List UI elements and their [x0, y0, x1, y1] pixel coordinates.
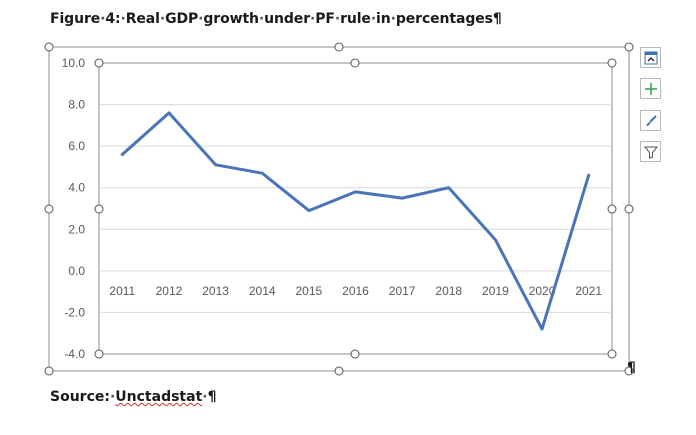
- chart-resize-handle[interactable]: [44, 366, 54, 376]
- chart-resize-handle[interactable]: [334, 366, 344, 376]
- x-tick-label: 2014: [249, 284, 276, 298]
- title-word: 4:: [105, 11, 121, 27]
- resize-handles[interactable]: [44, 42, 634, 376]
- x-axis-tick-labels: 2011 2012 2013 2014 2015 2016 2017 2018 2019 2020…: [109, 284, 602, 298]
- x-tick-label: 2013: [202, 284, 229, 298]
- y-tick-label: 0.0: [68, 264, 85, 278]
- brush-icon: [645, 114, 657, 126]
- plot-area-resize-handle[interactable]: [94, 204, 104, 214]
- chart-resize-handle[interactable]: [44, 42, 54, 52]
- y-tick-label: 4.0: [68, 181, 85, 195]
- plot-area-frame[interactable]: [98, 62, 613, 355]
- space-dot: ·: [100, 11, 106, 27]
- x-tick-label: 2020: [529, 284, 556, 298]
- x-tick-label: 2017: [389, 284, 416, 298]
- add-chart-element-button[interactable]: [640, 78, 661, 99]
- chart-resize-handle[interactable]: [624, 42, 634, 52]
- figure-title: Figure·4:·Real·GDP·growth·under·PF·rule·…: [50, 11, 502, 27]
- title-word: PF: [315, 11, 335, 27]
- plot-area-resize-handle[interactable]: [607, 349, 617, 359]
- y-tick-label: 6.0: [68, 139, 85, 153]
- x-tick-label: 2018: [435, 284, 462, 298]
- series-group: [120, 111, 591, 331]
- title-word: under: [264, 11, 310, 27]
- chart-styles-button[interactable]: [640, 110, 661, 131]
- title-word: Figure: [50, 11, 101, 27]
- source-line: Source:·Unctadstat·¶: [50, 389, 217, 405]
- x-tick-label: 2019: [482, 284, 509, 298]
- title-text: Figure·4:·Real·GDP·growth·under·PF·rule·…: [50, 11, 493, 27]
- x-tick-label: 2011: [109, 284, 135, 298]
- plus-icon: [644, 82, 657, 95]
- space-dot: ·: [370, 11, 377, 27]
- title-word: GDP: [165, 11, 199, 27]
- y-tick-label: 10.0: [62, 56, 86, 70]
- title-word: growth: [203, 11, 259, 27]
- plot-area-resize-handle[interactable]: [94, 349, 104, 359]
- chart-frame[interactable]: [48, 46, 630, 372]
- filter-icon: [643, 146, 658, 159]
- plot-area-resize-handle[interactable]: [607, 58, 617, 68]
- chart-filters-button[interactable]: [640, 141, 661, 162]
- space-dot: ·: [202, 389, 208, 405]
- y-tick-label: 2.0: [68, 222, 85, 236]
- space-dot: ·: [198, 11, 204, 27]
- x-tick-label: 2021: [575, 284, 602, 298]
- x-tick-label: 2016: [342, 284, 369, 298]
- y-tick-label: 8.0: [68, 98, 85, 112]
- space-dot: ·: [310, 11, 316, 27]
- plot-area-resize-handle[interactable]: [350, 349, 360, 359]
- chart-resize-handle[interactable]: [44, 204, 54, 214]
- chart-resize-handle[interactable]: [624, 366, 634, 376]
- x-tick-label: 2012: [156, 284, 183, 298]
- title-word: rule: [340, 11, 371, 27]
- y-tick-label: -4.0: [64, 347, 85, 361]
- chart-resize-handle[interactable]: [624, 204, 634, 214]
- space-dot: ·: [109, 389, 116, 405]
- space-dot: ·: [120, 11, 126, 27]
- space-dot: ·: [390, 11, 396, 27]
- space-dot: ·: [159, 11, 166, 27]
- y-axis-tick-labels: 10.0 8.0 6.0 4.0 2.0 0.0 -2.0 -4.0: [62, 56, 86, 361]
- title-word: percentages: [395, 11, 493, 27]
- chart-elements-layout-button[interactable]: [640, 47, 661, 68]
- paragraph-mark: ¶: [207, 389, 217, 405]
- gridlines: [99, 104, 612, 313]
- source-name: Unctadstat: [115, 389, 203, 405]
- plot-area-resize-handle[interactable]: [94, 58, 104, 68]
- title-word: Real: [125, 11, 160, 27]
- chart-elements-layout-icon: [644, 51, 657, 64]
- space-dot: ·: [334, 11, 341, 27]
- plot-area-resize-handle[interactable]: [607, 204, 617, 214]
- y-tick-label: -2.0: [64, 305, 85, 319]
- space-dot: ·: [258, 11, 265, 27]
- source-label: Source:: [50, 389, 110, 405]
- end-paragraph-mark: ¶: [627, 360, 636, 376]
- chart-resize-handle[interactable]: [334, 42, 344, 52]
- title-word: in: [376, 11, 391, 27]
- x-tick-label: 2015: [296, 284, 323, 298]
- paragraph-mark: ¶: [492, 11, 502, 27]
- plot-area-resize-handle[interactable]: [350, 58, 360, 68]
